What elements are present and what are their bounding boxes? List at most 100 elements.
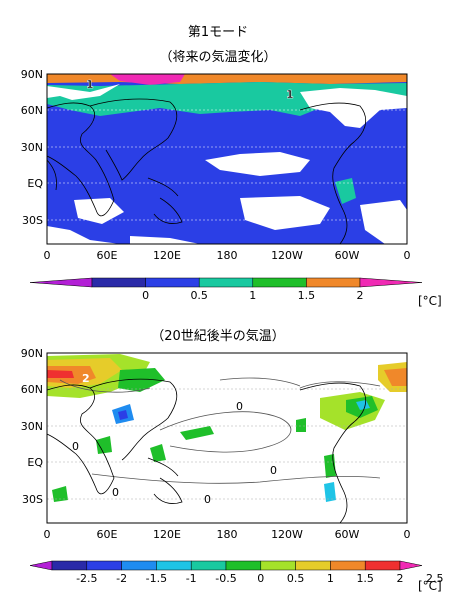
colorbar-tick-label: 2 — [397, 572, 404, 585]
map-2-xtick: 180 — [217, 528, 238, 541]
colorbar-bin — [359, 277, 423, 288]
map-2-xtick: 60W — [335, 528, 360, 541]
map-1-teal-patch-america — [335, 178, 356, 204]
map-1-white-patch-southern — [47, 226, 120, 244]
map-2-north-atlantic-cyan — [356, 400, 370, 410]
map-1-ytick-90n: 90N — [21, 68, 43, 81]
colorbar-bin — [295, 560, 331, 571]
colorbar-tick-label: -0.5 — [215, 572, 236, 585]
map-2-xtick: 0 — [404, 528, 411, 541]
colorbar-bin — [145, 277, 200, 288]
colorbar-tick-label: 1 — [249, 289, 256, 302]
map-1-ytick-eq: EQ — [27, 177, 43, 190]
colorbar-tick-label: 0.5 — [190, 289, 208, 302]
colorbar-bin — [399, 560, 423, 571]
map-1-colorbar-unit: [°C] — [418, 294, 442, 308]
map-2-ytick-60n: 60N — [21, 383, 43, 396]
colorbar-bin — [86, 560, 122, 571]
colorbar-bin — [306, 277, 361, 288]
colorbar-bin — [121, 560, 157, 571]
map-1-xtick: 0 — [404, 249, 411, 262]
figure-title: 第1モード — [188, 25, 248, 40]
colorbar-tick-label: 0 — [142, 289, 149, 302]
map-2-frame — [46, 352, 408, 524]
colorbar-tick-label: -1 — [186, 572, 197, 585]
colorbar-bin — [190, 560, 227, 571]
colorbar-tick-label: -2.5 — [76, 572, 97, 585]
map-1-subtitle: （将来の気温変化） — [159, 49, 276, 65]
map-1-xtick: 120E — [153, 249, 181, 262]
map-1-contour-label: 1 — [86, 78, 94, 91]
map-1-field — [47, 74, 407, 244]
map-2-tropical-patch — [150, 444, 166, 462]
map-2-coastlines — [47, 378, 367, 523]
map-1-white-patch-southern-2 — [130, 236, 200, 244]
colorbar-tick-label: -1.5 — [146, 572, 167, 585]
map-2-andes-patch-cyan — [324, 482, 336, 502]
map-2-xtick: 120E — [153, 528, 181, 541]
map-1-arctic-peak — [110, 74, 185, 85]
map-2-contour-label: 2 — [82, 372, 90, 385]
colorbar-tick-label: 1 — [327, 572, 334, 585]
map-2-colorbar: -2.5-2-1.5-1-0.500.511.522.53 — [29, 560, 444, 585]
map-1: （将来の気温変化） — [21, 49, 442, 308]
map-2-atlantic-orange — [384, 368, 407, 386]
map-2-eurasia-green — [118, 368, 165, 392]
map-2-america-patch — [296, 418, 306, 432]
map-1-ytick-60n: 60N — [21, 104, 43, 117]
map-1-xtick: 60E — [97, 249, 118, 262]
colorbar-bin — [29, 560, 53, 571]
colorbar-bin — [260, 560, 296, 571]
colorbar-bin — [252, 277, 307, 288]
colorbar-tick-label: 1.5 — [298, 289, 316, 302]
colorbar-bin — [91, 277, 146, 288]
map-2-ytick-eq: EQ — [27, 456, 43, 469]
map-1-ytick-30n: 30N — [21, 141, 43, 154]
map-2-gridlines — [47, 388, 407, 500]
map-1-ytick-30s: 30S — [22, 214, 43, 227]
map-2-himalaya-navy — [118, 410, 128, 420]
map-2-contour-label: 0 — [112, 486, 119, 499]
colorbar-tick-label: 0 — [257, 572, 264, 585]
colorbar-tick-label: 0.5 — [287, 572, 305, 585]
map-2-contours — [59, 377, 381, 484]
colorbar-bin — [364, 560, 401, 571]
map-1-coastlines — [47, 98, 367, 244]
colorbar-bin — [225, 560, 262, 571]
map-2-colorbar-unit: [°C] — [418, 579, 442, 593]
map-1-frame — [46, 73, 408, 245]
map-2-xtick: 0 — [44, 528, 51, 541]
map-2-contour-label: 0 — [72, 440, 79, 453]
colorbar-bin — [156, 560, 192, 571]
map-1-white-north-america — [300, 88, 407, 128]
map-1-gridlines — [47, 109, 407, 221]
map-1-white-patch-atlantic — [360, 200, 407, 244]
map-2-xtick: 60E — [97, 528, 118, 541]
map-1-xtick: 0 — [44, 249, 51, 262]
colorbar-tick-label: 2 — [357, 289, 364, 302]
map-2-contour-label: 0 — [270, 464, 277, 477]
map-2-south-patch — [52, 486, 68, 502]
map-2: （20世紀後半の気温） — [21, 328, 444, 593]
colorbar-tick-label: 2.5 — [426, 572, 444, 585]
map-1-xtick: 60W — [335, 249, 360, 262]
map-1-white-patch-pacific — [205, 152, 310, 176]
map-2-subtitle: （20世紀後半の気温） — [151, 328, 285, 344]
map-2-contour-label: 0 — [204, 493, 211, 506]
map-1-white-patch-south-pacific — [240, 196, 330, 230]
colorbar-bin — [198, 277, 254, 288]
map-2-ytick-90n: 90N — [21, 347, 43, 360]
colorbar-bin — [51, 560, 88, 571]
map-2-ytick-30n: 30N — [21, 420, 43, 433]
colorbar-bin — [29, 277, 93, 288]
map-2-tropical-patch — [96, 436, 112, 454]
map-2-field — [47, 353, 407, 523]
map-1-colorbar: 0 0.5 1 1.5 2 — [29, 277, 423, 302]
map-1-contour-label: 1 — [286, 88, 294, 101]
colorbar-tick-label: 1.5 — [356, 572, 374, 585]
map-2-xtick: 120W — [271, 528, 303, 541]
map-2-eurasia-red — [47, 370, 74, 378]
map-2-tropical-patch — [180, 426, 214, 440]
colorbar-tick-label: -2 — [116, 572, 127, 585]
